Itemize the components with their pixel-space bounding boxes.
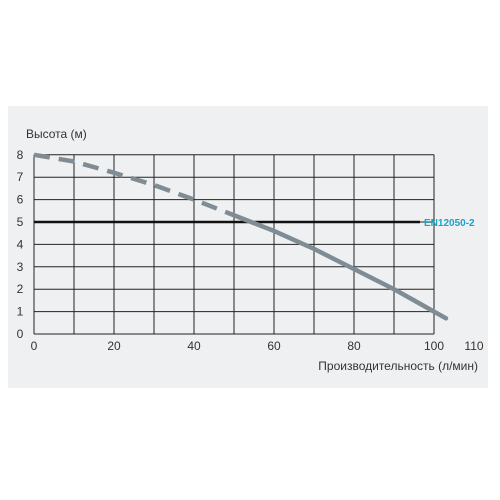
x-tick-label: 100 bbox=[424, 339, 444, 353]
series-line-solid bbox=[231, 213, 449, 321]
series-layer bbox=[33, 152, 449, 321]
chart-panel: EN12050-2 0 1 2 3 4 5 6 7 8 0 20 40 60 80 100 110 Высот… bbox=[8, 106, 488, 388]
x-tick-label: 20 bbox=[107, 339, 121, 353]
y-axis-title: Высота (м) bbox=[26, 127, 87, 141]
y-tick-label: 3 bbox=[17, 260, 24, 274]
y-tick-label: 2 bbox=[17, 282, 24, 296]
x-tick-label: 60 bbox=[267, 339, 281, 353]
y-tick-label: 1 bbox=[17, 305, 24, 319]
y-tick-label: 7 bbox=[17, 170, 24, 184]
x-tick-label: 0 bbox=[31, 339, 38, 353]
y-tick-label: 5 bbox=[17, 215, 24, 229]
x-axis-title: Производительность (л/мин) bbox=[318, 359, 478, 373]
grid-layer bbox=[33, 154, 435, 335]
y-tick-label: 4 bbox=[17, 237, 24, 251]
y-tick-label: 0 bbox=[17, 327, 24, 341]
x-tick-label: 40 bbox=[187, 339, 201, 353]
series-line-dashed bbox=[33, 152, 235, 218]
reference-layer: EN12050-2 bbox=[34, 218, 475, 229]
x-tick-label: 110 bbox=[464, 339, 483, 353]
x-tick-label: 80 bbox=[347, 339, 361, 353]
y-tick-label: 8 bbox=[17, 148, 24, 162]
y-tick-label: 6 bbox=[17, 193, 24, 207]
reference-line-label: EN12050-2 bbox=[424, 218, 475, 229]
